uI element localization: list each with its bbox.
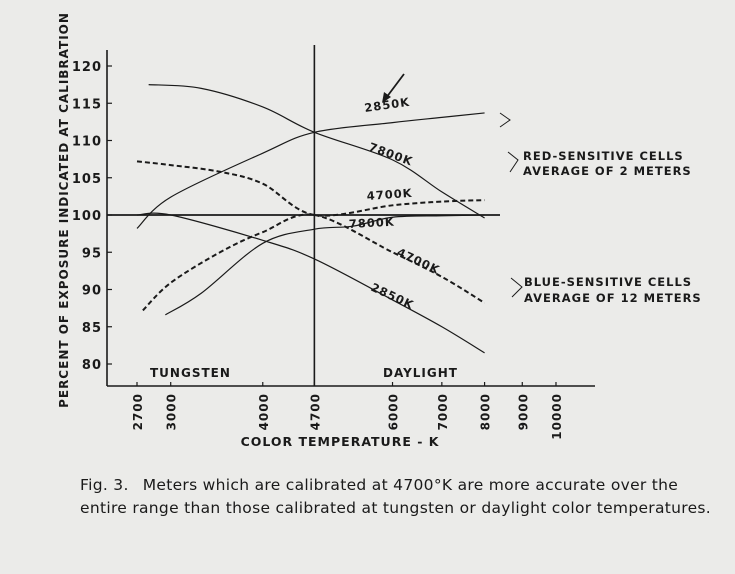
series-line-red-4700k (136, 160, 485, 217)
x-tick-label: 7000 (436, 393, 450, 430)
x-tick-label: 4700 (308, 393, 322, 430)
series-label: 7800K (367, 140, 415, 169)
x-tick-label: 8000 (479, 393, 493, 430)
region-label-daylight: DAYLIGHT (383, 366, 458, 380)
x-tick-label: 3000 (165, 393, 179, 430)
x-tick-label: 2700 (131, 393, 145, 430)
y-tick-label: 120 (72, 60, 102, 75)
x-tick-label: 6000 (387, 393, 401, 430)
y-tick-label: 110 (72, 135, 102, 150)
x-tick-label: 9000 (516, 393, 530, 430)
series-label: 4700K (395, 245, 443, 277)
series-label: 2850K (363, 95, 411, 115)
x-axis-label: COLOR TEMPERATURE - K (241, 434, 440, 449)
arrow-icon (385, 73, 405, 99)
group-label-blue-line2: AVERAGE OF 12 METERS (524, 291, 702, 305)
series-line-blue-2850k (136, 212, 485, 354)
brace-icon (507, 151, 519, 173)
brace-icon (499, 112, 511, 128)
region-label-tungsten: TUNGSTEN (150, 366, 231, 380)
figure-number: Fig. 3. (80, 476, 129, 494)
series-line-blue-4700k (142, 213, 486, 312)
y-tick-label: 80 (82, 358, 102, 373)
y-tick-label: 90 (82, 284, 102, 299)
series-label: 7800K (348, 215, 395, 231)
series-label: 2850K (369, 280, 417, 312)
y-tick-label: 115 (72, 97, 102, 112)
group-label-blue-line1: BLUE-SENSITIVE CELLS (524, 275, 692, 289)
y-tick-label: 100 (72, 209, 102, 224)
y-tick-label: 105 (72, 172, 102, 187)
series-line-blue-7800k (165, 214, 485, 316)
group-label-red-line2: AVERAGE OF 2 METERS (523, 164, 692, 178)
figure-caption: Fig. 3. Meters which are calibrated at 47… (80, 474, 720, 520)
group-label-red-line1: RED-SENSITIVE CELLS (523, 149, 684, 163)
y-tick-label: 85 (82, 321, 102, 336)
series-label: 4700K (366, 186, 413, 203)
x-tick-label: 4000 (257, 393, 271, 430)
y-tick-label: 95 (82, 246, 102, 261)
y-axis-label: PERCENT OF EXPOSURE INDICATED AT CALIBRA… (57, 12, 71, 408)
brace-icon (510, 277, 523, 298)
x-tick-label: 10000 (550, 393, 564, 440)
series-line-red-7800k (148, 84, 485, 219)
caption-text: Meters which are calibrated at 4700°K ar… (80, 476, 712, 517)
chart: 80 85 90 95 100 105 110 115 120 2700 3000 4000 4700 6… (57, 12, 702, 449)
arrow-head-icon (382, 92, 391, 103)
